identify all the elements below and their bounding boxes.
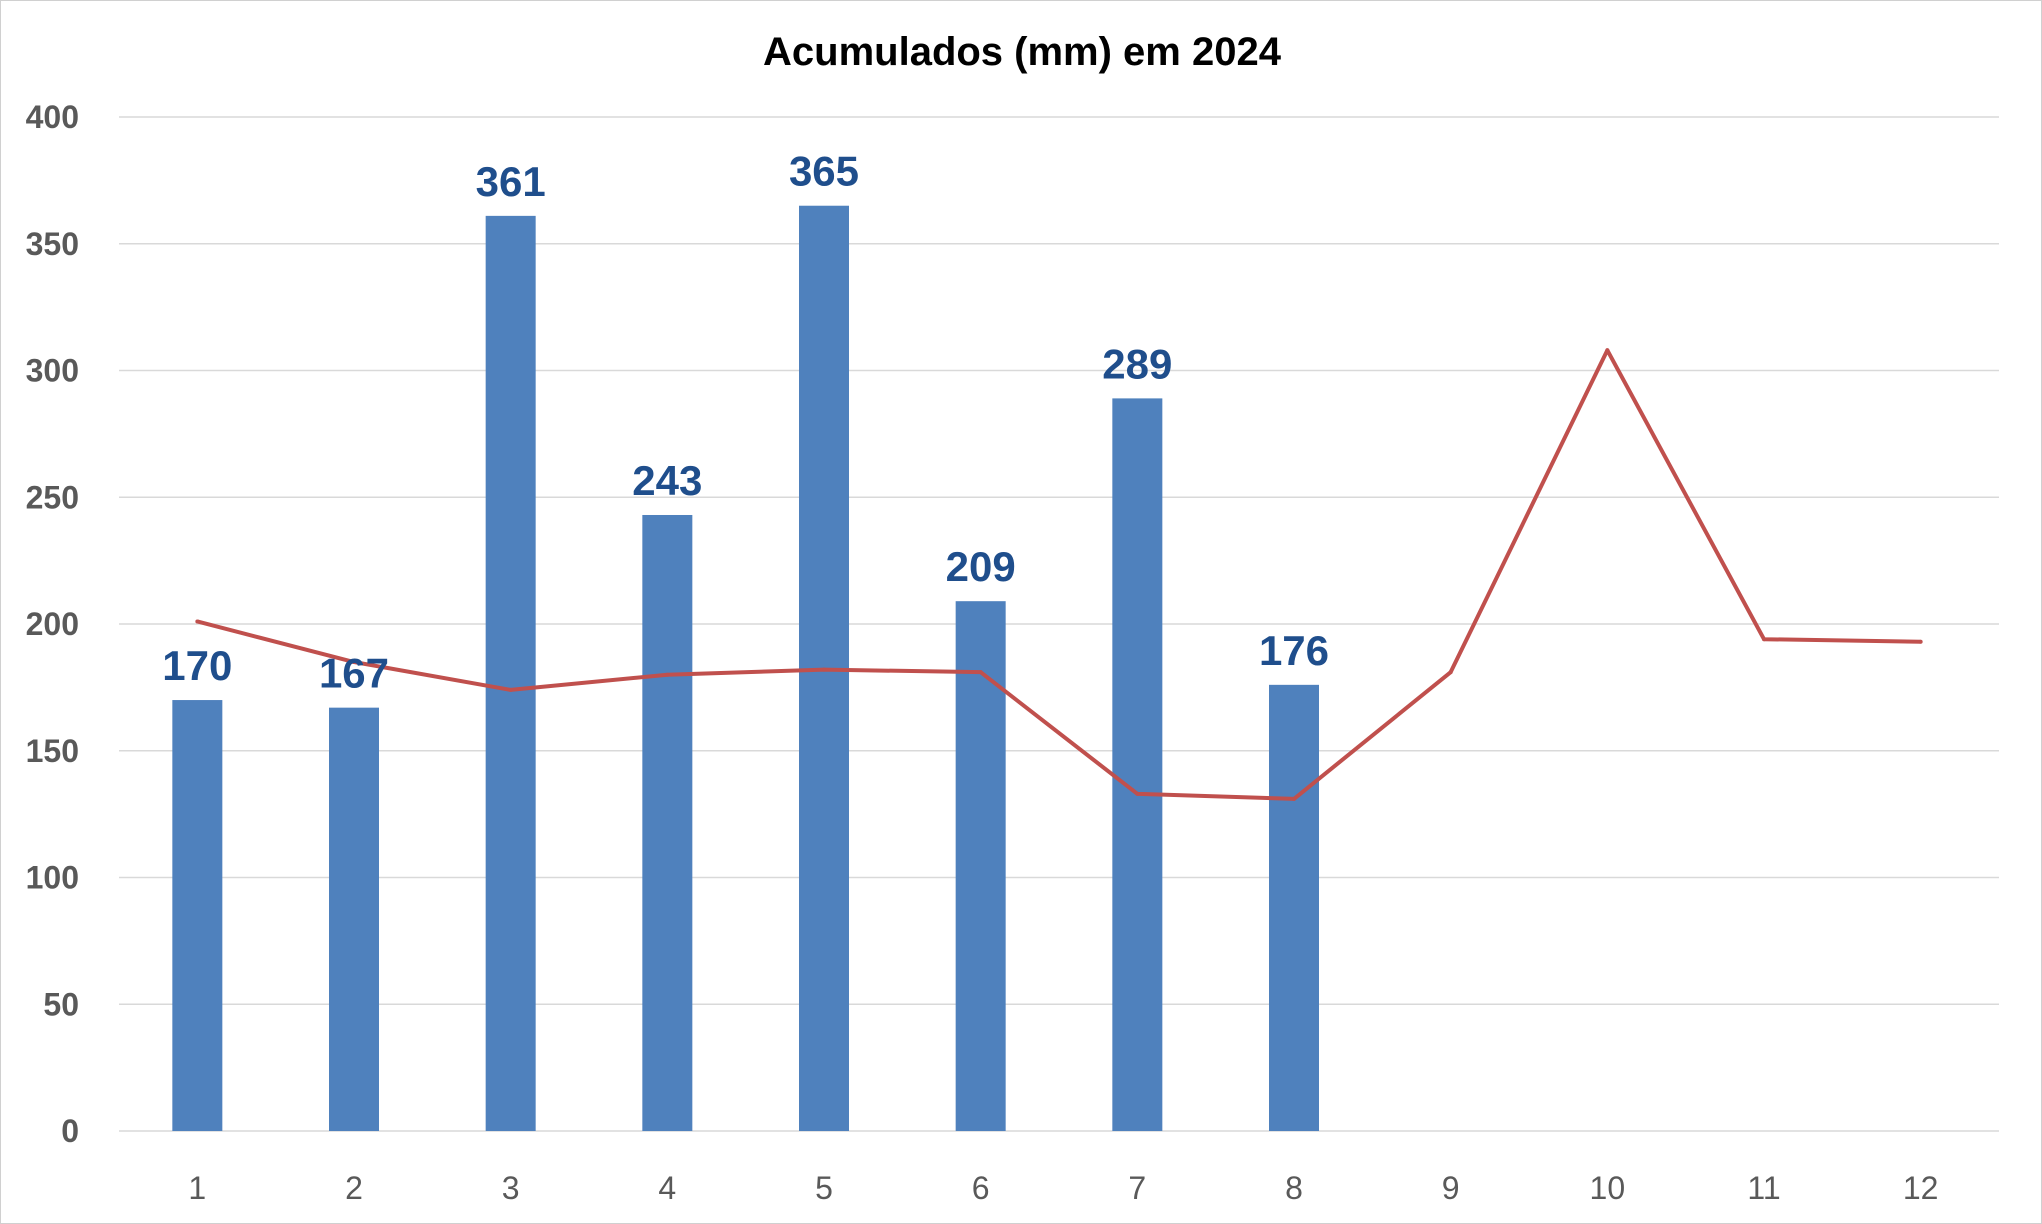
y-tick-label: 100 (26, 860, 79, 896)
data-label: 365 (789, 148, 859, 195)
line-point (508, 687, 513, 692)
chart-title: Acumulados (mm) em 2024 (763, 30, 1282, 74)
line-point (1762, 637, 1766, 642)
bar (1269, 684, 1319, 1131)
line-point (822, 667, 826, 672)
bar (1112, 398, 1163, 1131)
line-point (1292, 796, 1296, 801)
data-label: 209 (946, 543, 1016, 590)
y-tick-label: 200 (26, 606, 79, 642)
line-point (665, 672, 670, 677)
bar-series (172, 205, 1319, 1132)
bar (329, 707, 379, 1131)
x-tick-label: 10 (1590, 1170, 1626, 1206)
y-tick-label: 250 (26, 479, 79, 515)
data-label: 361 (476, 158, 546, 205)
x-tick-label: 6 (972, 1170, 990, 1206)
y-axis-ticks: 0 50 100 150 200 250 300 350 400 (26, 99, 79, 1149)
bar (642, 514, 693, 1131)
line-series-path (196, 348, 1921, 801)
data-label: 289 (1102, 340, 1172, 387)
gridlines (119, 116, 1999, 1132)
data-label: 170 (162, 642, 232, 689)
y-tick-label: 0 (61, 1113, 79, 1149)
line-point (1135, 791, 1140, 796)
x-tick-label: 3 (502, 1170, 520, 1206)
data-label: 176 (1259, 627, 1329, 674)
line-point (1605, 348, 1610, 353)
data-label: 243 (632, 457, 702, 504)
y-tick-label: 50 (43, 986, 79, 1022)
x-tick-label: 1 (188, 1170, 206, 1206)
x-tick-label: 5 (815, 1170, 833, 1206)
line-point (1918, 639, 1923, 644)
x-axis-ticks: 1 2 3 4 5 6 7 8 9 10 11 12 (188, 1170, 1938, 1206)
x-tick-label: 7 (1128, 1170, 1146, 1206)
y-tick-label: 300 (26, 353, 79, 389)
line-point (352, 660, 356, 665)
line-point (1448, 670, 1453, 675)
y-tick-label: 350 (26, 226, 79, 262)
data-labels: 170 167 361 243 365 209 289 176 (162, 148, 1329, 697)
x-tick-label: 8 (1285, 1170, 1303, 1206)
line-point (195, 619, 200, 624)
data-label: 167 (319, 650, 389, 697)
line-series (195, 348, 1923, 801)
x-tick-label: 9 (1442, 1170, 1460, 1206)
bar (955, 601, 1006, 1131)
x-tick-label: 4 (658, 1170, 676, 1206)
x-tick-label: 2 (345, 1170, 363, 1206)
x-tick-label: 12 (1903, 1170, 1939, 1206)
bar (485, 215, 536, 1132)
bar (172, 700, 223, 1131)
y-tick-label: 150 (26, 733, 79, 769)
y-tick-label: 400 (26, 99, 79, 135)
x-tick-label: 11 (1747, 1170, 1780, 1206)
line-point (978, 670, 983, 675)
